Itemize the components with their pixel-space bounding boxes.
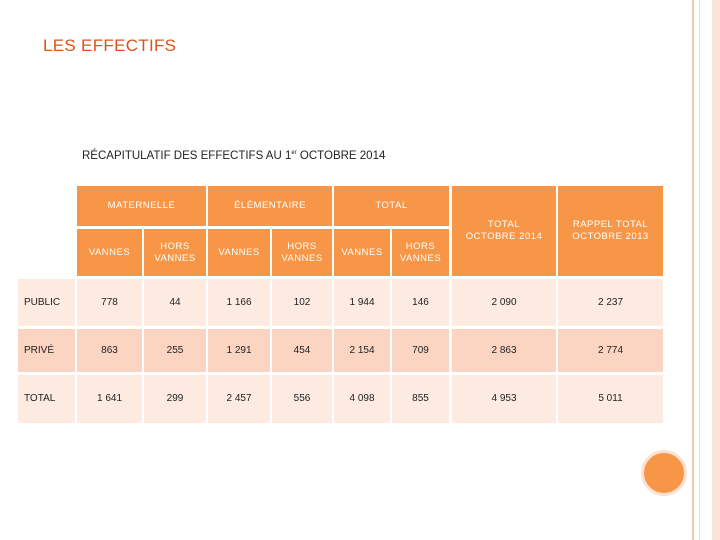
subheader-elementaire-vannes: VANNES [208, 229, 270, 276]
table-cell: 2 774 [558, 329, 663, 372]
subheader-elementaire-hors-vannes: HORS VANNES [272, 229, 332, 276]
table-cell: 255 [144, 329, 206, 372]
table-cell: 1 944 [334, 279, 390, 326]
table-cell: 5 011 [558, 375, 663, 423]
frame-line-edge [712, 0, 720, 540]
table-cell: 102 [272, 279, 332, 326]
table-cell: 1 641 [77, 375, 142, 423]
row-label-total: TOTAL [18, 375, 75, 423]
table-cell: 4 098 [334, 375, 390, 423]
table-cell: 778 [77, 279, 142, 326]
subtitle-superscript: er [291, 150, 297, 157]
subtitle-end: OCTOBRE 2014 [296, 150, 386, 162]
header-maternelle: MATERNELLE [77, 186, 206, 226]
table-subtitle: RÉCAPITULATIF DES EFFECTIFS AU 1er OCTOB… [82, 150, 385, 162]
subtitle-main: RÉCAPITULATIF DES EFFECTIFS AU 1 [82, 150, 292, 162]
table-cell: 2 237 [558, 279, 663, 326]
header-elementaire: ÉLÉMENTAIRE [208, 186, 332, 226]
table-cell: 1 166 [208, 279, 270, 326]
slide-title: LES EFFECTIFS [43, 36, 177, 55]
subheader-total-hors-vannes: HORS VANNES [392, 229, 449, 276]
table-cell: 1 291 [208, 329, 270, 372]
table-cell: 2 863 [452, 329, 556, 372]
table-cell: 855 [392, 375, 449, 423]
table-cell: 556 [272, 375, 332, 423]
row-label-prive: PRIVÉ [18, 329, 75, 372]
table-cell: 2 090 [452, 279, 556, 326]
table-cell: 146 [392, 279, 449, 326]
frame-line-outer [692, 0, 694, 540]
header-rappel-total-octobre-2013: RAPPEL TOTAL OCTOBRE 2013 [558, 186, 663, 276]
subheader-maternelle-vannes: VANNES [77, 229, 142, 276]
header-total-octobre-2014: TOTAL OCTOBRE 2014 [452, 186, 556, 276]
table-cell: 863 [77, 329, 142, 372]
table-cell: 454 [272, 329, 332, 372]
header-total: TOTAL [334, 186, 449, 226]
table-cell: 4 953 [452, 375, 556, 423]
table-cell: 2 457 [208, 375, 270, 423]
frame-line-inner [699, 0, 700, 540]
row-label-public: PUBLIC [18, 279, 75, 326]
subheader-maternelle-hors-vannes: HORS VANNES [144, 229, 206, 276]
table-cell: 299 [144, 375, 206, 423]
decorative-circle [641, 450, 687, 496]
table-cell: 44 [144, 279, 206, 326]
table-cell: 2 154 [334, 329, 390, 372]
subheader-total-vannes: VANNES [334, 229, 390, 276]
table-cell: 709 [392, 329, 449, 372]
